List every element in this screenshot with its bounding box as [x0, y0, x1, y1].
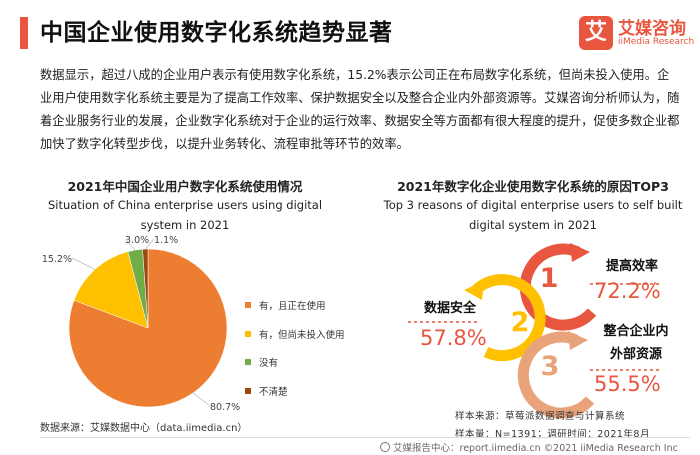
- reason-2-arrow: [464, 281, 484, 300]
- sample-source: 样本来源：草莓派数据调查与计算系统: [455, 411, 626, 422]
- pie-leader-3: [124, 238, 136, 251]
- legend-item-1: 有，且正在使用: [245, 291, 345, 320]
- legend-item-2: 有，但尚未投入使用: [245, 320, 345, 349]
- footer-divider: [40, 437, 690, 438]
- legend-label: 不清楚: [259, 386, 288, 398]
- reason-2-value: 57.8%: [420, 326, 487, 350]
- page-title: 中国企业使用数字化系统趋势显著: [40, 20, 393, 46]
- pie-chart-subtitle: Situation of China enterprise users usin…: [47, 198, 323, 232]
- pie-leader-2: [71, 257, 96, 270]
- logo-mark: 艾: [579, 16, 613, 50]
- footer: 艾媒报告中心：report.iimedia.cn ©2021 iiMedia R…: [380, 440, 678, 454]
- reason-1-arrow: [570, 243, 590, 262]
- reasons-chart-subtitle: Top 3 reasons of digital enterprise user…: [383, 198, 683, 232]
- reason-3-label-line1: 整合企业内: [603, 324, 669, 339]
- legend-item-4: 不清楚: [245, 377, 345, 406]
- reasons-chart-title: 2021年数字化企业使用数字化系统的原因TOP3: [397, 179, 669, 194]
- legend-swatch: [245, 302, 251, 309]
- reason-3-rank: 3: [541, 351, 560, 382]
- footer-text: 艾媒报告中心：report.iimedia.cn ©2021 iiMedia R…: [393, 443, 678, 454]
- legend-swatch: [245, 359, 251, 366]
- pie-value-label-4: 1.1%: [154, 235, 178, 246]
- data-source: 数据来源：艾媒数据中心（data.iimedia.cn）: [40, 423, 248, 434]
- reason-3-arrow: [568, 331, 588, 350]
- pie-value-label-3: 3.0%: [125, 235, 149, 246]
- intro-paragraph: 数据显示，超过八成的企业用户表示有使用数字化系统，15.2%表示公司正在布局数字…: [40, 68, 680, 151]
- reason-1-value: 72.2%: [594, 279, 661, 303]
- pie-leader-1: [192, 392, 211, 407]
- legend-label: 有，但尚未投入使用: [259, 329, 345, 341]
- reason-1-label: 提高效率: [605, 259, 658, 274]
- reason-2-arc: [472, 274, 546, 362]
- brand-logo: 艾 艾媒咨询 iiMedia Research: [579, 14, 694, 54]
- title-accent-bar: [20, 17, 28, 49]
- reason-2-label: 数据安全: [423, 301, 476, 316]
- reason-3-value: 55.5%: [594, 372, 661, 396]
- report-center-icon: [380, 442, 390, 452]
- legend-label: 没有: [259, 358, 279, 370]
- reason-3-arc: [517, 331, 595, 419]
- logo-text-cn: 艾媒咨询: [618, 19, 686, 39]
- legend-swatch: [245, 387, 251, 394]
- pie-legend: 有，且正在使用有，但尚未投入使用 没有不清楚: [245, 291, 345, 405]
- pie-leader-4: [145, 238, 155, 250]
- pie-value-label-2: 15.2%: [42, 254, 72, 265]
- legend-label: 有，且正在使用: [259, 301, 326, 313]
- logo-text-en: iiMedia Research: [618, 37, 695, 47]
- sample-size: 样本量：N=1391；调研时间：2021年8月: [455, 429, 650, 440]
- pie-slice-4: [142, 248, 149, 329]
- legend-swatch: [245, 330, 251, 337]
- pie-slice-2: [73, 251, 149, 329]
- pie-value-label-1: 80.7%: [210, 402, 240, 413]
- pie-chart-title: 2021年中国企业用户数字化系统使用情况: [67, 179, 303, 194]
- reason-1-rank: 1: [540, 263, 559, 294]
- legend-item-3: 没有: [245, 348, 345, 377]
- reason-3-label-line2: 外部资源: [609, 347, 662, 362]
- reason-2-rank: 2: [511, 307, 530, 338]
